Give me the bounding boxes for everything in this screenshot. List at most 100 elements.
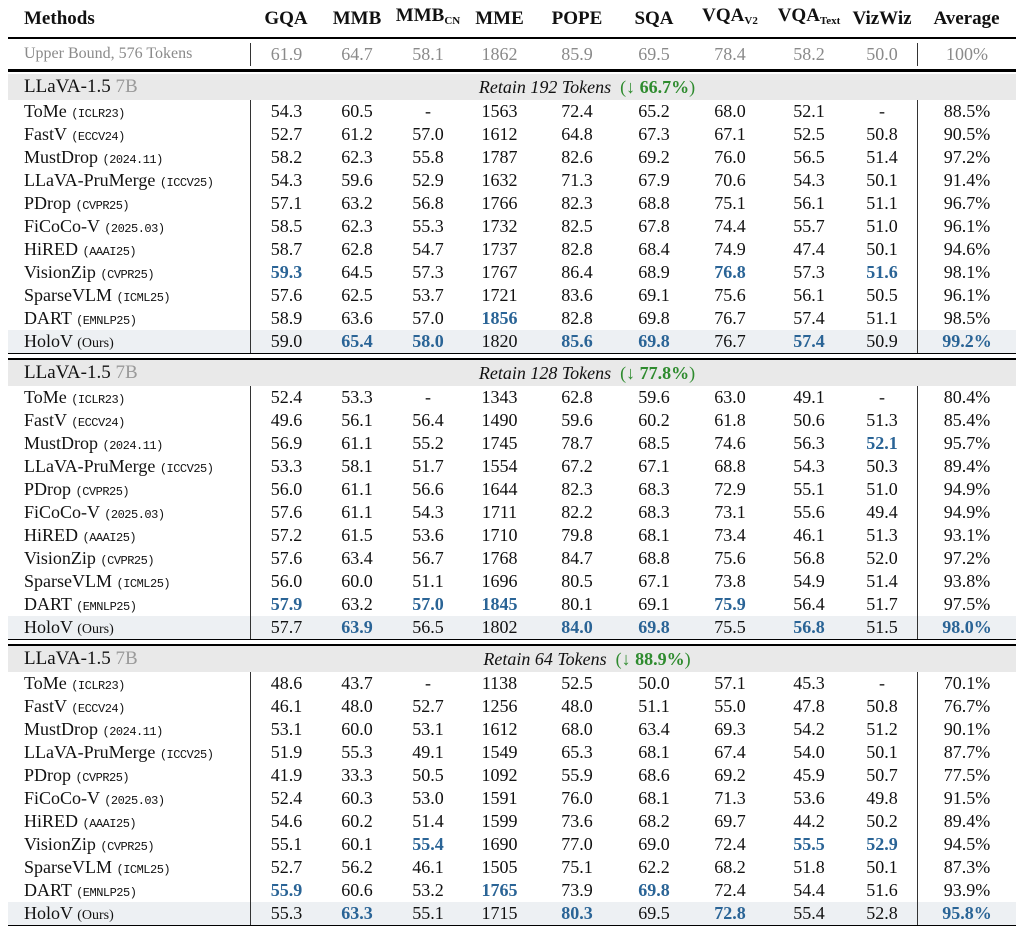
value-cell: 63.2: [341, 192, 373, 213]
value-cell: 84.0: [561, 616, 593, 637]
method-name: FastV: [24, 123, 72, 144]
value-cell: 1343: [481, 386, 518, 407]
venue-tag: (ECCV24): [71, 415, 125, 430]
venue-tag: (EMNLP25): [76, 313, 137, 328]
model-name: LLaVA-1.5: [24, 647, 111, 669]
value-cell: 71.3: [714, 787, 746, 808]
column-header-subscript: V2: [744, 15, 758, 27]
value-cell: 55.1: [412, 902, 444, 923]
section-top-rule: [8, 644, 1016, 646]
table-row-fastv: FastV (ECCV24) 52.7 61.2 57.0 1612 64.8 67.3 67…: [8, 122, 1016, 146]
value-cell: 51.7: [866, 593, 898, 614]
venue-tag: (ICML25): [116, 290, 171, 305]
value-cell: 60.3: [341, 787, 373, 808]
value-cell: 80.5: [561, 570, 593, 591]
value-cell: 69.2: [714, 764, 746, 785]
value-cell: 82.2: [561, 501, 593, 522]
value-cell: 51.2: [866, 718, 898, 739]
table-row-fastv: FastV (ECCV24) 49.6 56.1 56.4 1490 59.6 60.2 61…: [8, 408, 1016, 432]
value-cell: 58.7: [250, 237, 322, 261]
value-cell: 69.0: [638, 833, 670, 854]
method-name: SparseVLM: [24, 284, 117, 305]
value-cell: 53.7: [412, 284, 444, 305]
method-name: FiCoCo-V: [24, 787, 105, 808]
value-cell: 76.7: [714, 307, 746, 328]
value-cell: 51.6: [866, 261, 898, 282]
venue-tag: (2024.11): [102, 724, 164, 739]
column-header-vqatext: VQAText: [771, 4, 847, 33]
venue-tag: (ICLR23): [71, 106, 125, 121]
table-row-hired: HiRED (AAAI25) 57.2 61.5 53.6 1710 79.8 68.1 73…: [8, 523, 1016, 547]
venue-tag: (Ours): [77, 621, 114, 637]
value-cell: 72.4: [561, 100, 593, 121]
value-cell: 61.1: [341, 501, 373, 522]
value-cell: 1256: [481, 695, 518, 716]
column-header-pope: POPE: [535, 7, 619, 30]
value-cell: 50.2: [866, 810, 898, 831]
column-header-vizwiz: VizWiz: [847, 7, 917, 30]
value-cell: 55.1: [793, 478, 825, 499]
method-name: VisionZip: [24, 833, 101, 854]
column-header-label: MME: [475, 8, 524, 29]
table-header-row: Methods GQA MMB MMBCN MME POPE SQA VQAV2 VQATex…: [8, 0, 1016, 37]
value-cell: 55.8: [412, 146, 444, 167]
retain-tokens-title: Retain 64 Tokens (↓ 88.9%): [250, 646, 924, 672]
retain-tokens-text: Retain 64 Tokens: [483, 648, 616, 669]
value-cell: 58.1: [341, 455, 373, 476]
value-cell: 61.2: [341, 123, 373, 144]
value-cell: 77.5%: [917, 763, 1016, 787]
value-cell: 56.3: [793, 432, 825, 453]
value-cell: 1710: [481, 524, 518, 545]
value-cell: 68.0: [561, 718, 593, 739]
method-name: VisionZip: [24, 261, 101, 282]
value-cell: 69.8: [638, 616, 670, 637]
method-name: SparseVLM: [24, 570, 117, 591]
token-drop-percentage: (↓ 66.7%): [620, 76, 696, 97]
value-cell: 51.1: [866, 192, 898, 213]
value-cell: 69.5: [638, 902, 670, 923]
table-body: LLaVA-1.5 7B Retain 192 Tokens (↓ 66.7%) T…: [8, 73, 1016, 926]
value-cell: 73.1: [714, 501, 746, 522]
method-name: DART: [24, 307, 77, 328]
section-bottom-rule: [8, 924, 1016, 926]
method-name: ToMe: [24, 672, 72, 693]
value-cell: 98.5%: [917, 306, 1016, 330]
value-cell: 50.8: [866, 695, 898, 716]
value-cell: 93.1%: [917, 523, 1016, 547]
value-cell: 75.6: [714, 547, 746, 568]
model-label: LLaVA-1.5 7B: [24, 74, 138, 100]
upper-bound-rule: [8, 69, 1016, 72]
model-name: LLaVA-1.5: [24, 75, 111, 97]
method-name: FastV: [24, 409, 72, 430]
results-table: Methods GQA MMB MMBCN MME POPE SQA VQAV2 VQATex…: [8, 0, 1016, 926]
method-cell: ToMe (ICLR23): [8, 387, 250, 408]
method-name: SparseVLM: [24, 856, 117, 877]
value-cell: 63.2: [341, 593, 373, 614]
value-cell: 1845: [481, 593, 518, 614]
model-label: LLaVA-1.5 7B: [24, 360, 138, 386]
retain-tokens-text: Retain 192 Tokens: [478, 76, 621, 97]
value-cell: 48.0: [561, 695, 593, 716]
value-cell: 64.5: [341, 261, 373, 282]
value-cell: 89.4%: [917, 454, 1016, 478]
value-cell: 61.1: [341, 432, 373, 453]
method-cell: SparseVLM (ICML25): [8, 285, 250, 306]
value-cell: 68.3: [638, 501, 670, 522]
column-header-label: VizWiz: [852, 8, 912, 29]
value-cell: 65.3: [561, 741, 593, 762]
method-name: HiRED: [24, 238, 83, 259]
value-cell: 69.8: [638, 879, 670, 900]
value-cell: 55.7: [793, 215, 825, 236]
method-name: PDrop: [24, 478, 76, 499]
token-drop-percentage: (↓ 77.8%): [620, 362, 696, 383]
venue-tag: (ICML25): [116, 576, 171, 591]
value-cell: 54.9: [793, 570, 825, 591]
value-cell: 51.8: [793, 856, 825, 877]
value-cell: 57.9: [250, 592, 322, 616]
value-cell: 77.0: [561, 833, 593, 854]
value-cell: 60.1: [341, 833, 373, 854]
value-cell: 51.6: [866, 879, 898, 900]
value-cell: 54.0: [793, 741, 825, 762]
value-cell: 52.7: [250, 122, 322, 146]
value-cell: 1092: [481, 764, 518, 785]
